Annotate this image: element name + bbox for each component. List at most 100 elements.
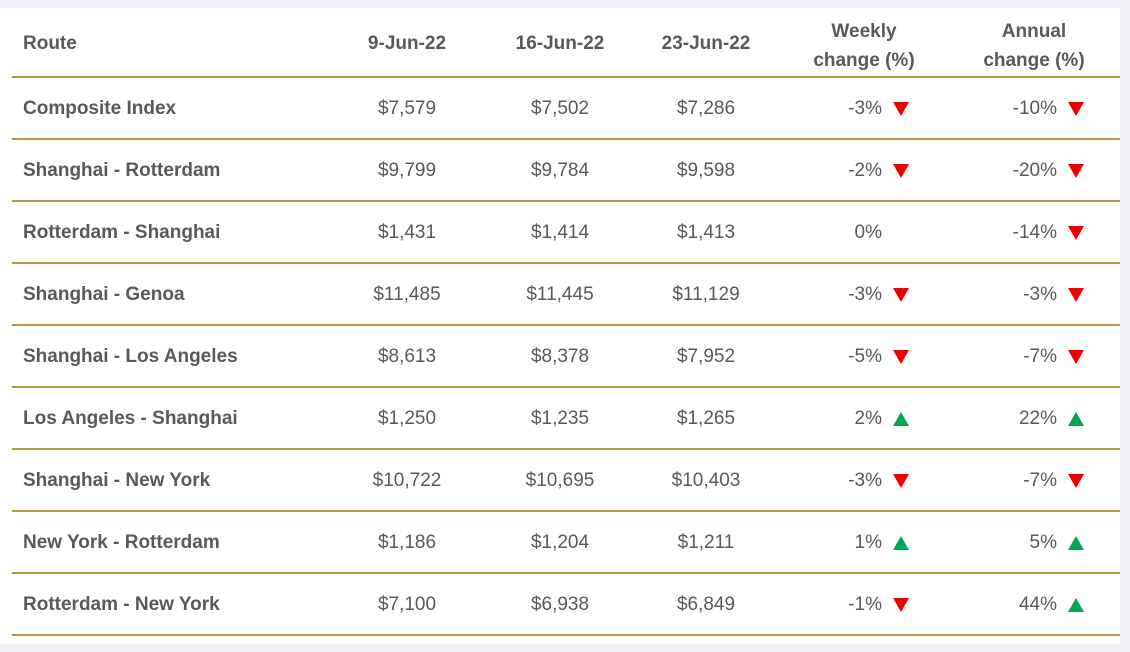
price-cell: $1,265	[676, 408, 736, 429]
change-cell: -7%	[1023, 470, 1057, 491]
row-rule	[12, 138, 1120, 140]
arrow-shape	[1068, 288, 1084, 302]
arrow-shape	[1068, 474, 1084, 488]
price-cell: $8,378	[530, 346, 590, 367]
change-cell: -20%	[1012, 160, 1057, 181]
price-cell: $11,129	[672, 284, 740, 305]
row-rule	[12, 572, 1120, 574]
change-cell: 5%	[1029, 532, 1057, 553]
price-cell: $1,186	[377, 532, 437, 553]
change-cell: -5%	[848, 346, 882, 367]
price-cell: $9,598	[676, 160, 736, 181]
down-arrow	[893, 350, 909, 364]
route-name: New York - Rotterdam	[23, 532, 220, 553]
change-cell: -3%	[1023, 284, 1057, 305]
price-cell: $1,211	[677, 532, 735, 553]
down-arrow	[1068, 102, 1084, 116]
change-cell: 44%	[1018, 594, 1057, 615]
arrow-shape	[893, 288, 909, 302]
header-cell: 23-Jun-22	[661, 33, 751, 54]
arrow-shape	[1068, 536, 1084, 550]
down-arrow	[893, 164, 909, 178]
arrow-shape	[1068, 598, 1084, 612]
header-cell: Route	[23, 33, 77, 54]
change-cell: 2%	[854, 408, 882, 429]
route-name: Rotterdam - Shanghai	[23, 222, 221, 243]
price-cell: $1,204	[530, 532, 590, 553]
row-rule	[12, 386, 1120, 388]
change-cell: 0%	[854, 222, 882, 243]
change-cell: -10%	[1012, 98, 1057, 119]
row-rule	[12, 262, 1120, 264]
arrow-shape	[1068, 164, 1084, 178]
header-cell: Annual change (%)	[983, 21, 1085, 71]
up-arrow	[1068, 598, 1084, 612]
row-rule	[12, 200, 1120, 202]
route-name: Shanghai - Rotterdam	[23, 160, 221, 181]
change-cell: -3%	[848, 98, 882, 119]
price-cell: $1,235	[530, 408, 590, 429]
change-cell: -3%	[848, 470, 882, 491]
down-arrow	[1068, 350, 1084, 364]
arrow-shape	[1068, 226, 1084, 240]
down-arrow	[893, 598, 909, 612]
change-cell: -7%	[1023, 346, 1057, 367]
down-arrow	[1068, 474, 1084, 488]
price-cell: $11,485	[373, 284, 441, 305]
price-cell: $1,431	[377, 222, 437, 243]
price-cell: $7,952	[676, 346, 736, 367]
up-arrow	[1068, 536, 1084, 550]
header-cell: Weekly change (%)	[813, 21, 915, 71]
price-cell: $1,250	[377, 408, 437, 429]
arrow-shape	[893, 412, 909, 426]
change-cell: 22%	[1018, 408, 1057, 429]
down-arrow	[1068, 226, 1084, 240]
row-rule	[12, 324, 1120, 326]
down-arrow	[1068, 288, 1084, 302]
up-arrow	[893, 412, 909, 426]
arrow-shape	[1068, 350, 1084, 364]
price-cell: $1,414	[530, 222, 590, 243]
arrow-shape	[893, 598, 909, 612]
arrow-shape	[893, 536, 909, 550]
price-cell: $8,613	[377, 346, 437, 367]
table-panel: Route 9-Jun-22 16-Jun-22 23-Jun-22 Weekly ch…	[0, 8, 1120, 644]
change-cell: 1%	[854, 532, 882, 553]
price-cell: $11,445	[526, 284, 594, 305]
arrow-shape	[1068, 412, 1084, 426]
price-cell: $9,784	[530, 160, 590, 181]
row-rule	[12, 510, 1120, 512]
down-arrow	[893, 102, 909, 116]
up-arrow	[1068, 412, 1084, 426]
price-cell: $10,695	[525, 470, 595, 491]
route-name: Shanghai - Los Angeles	[23, 346, 238, 367]
route-name: Composite Index	[23, 98, 177, 119]
price-cell: $7,579	[377, 98, 437, 119]
price-cell: $10,722	[372, 470, 442, 491]
arrow-shape	[893, 164, 909, 178]
price-cell: $7,286	[676, 98, 736, 119]
route-name: Shanghai - Genoa	[23, 284, 185, 305]
arrow-shape	[1068, 102, 1084, 116]
row-rule	[12, 634, 1120, 636]
price-cell: $10,403	[671, 470, 741, 491]
arrow-shape	[893, 102, 909, 116]
price-cell: $7,502	[530, 98, 590, 119]
route-name: Rotterdam - New York	[23, 594, 220, 615]
header-cell: 16-Jun-22	[515, 33, 605, 54]
down-arrow	[1068, 164, 1084, 178]
header-cell: 9-Jun-22	[367, 33, 447, 54]
down-arrow	[893, 288, 909, 302]
arrow-shape	[893, 350, 909, 364]
change-cell: -2%	[848, 160, 882, 181]
price-cell: $6,849	[676, 594, 736, 615]
price-cell: $7,100	[377, 594, 437, 615]
header-rule	[12, 76, 1120, 78]
change-cell: -1%	[848, 594, 882, 615]
route-name: Los Angeles - Shanghai	[23, 408, 238, 429]
up-arrow	[893, 536, 909, 550]
price-cell: $6,938	[530, 594, 590, 615]
route-name: Shanghai - New York	[23, 470, 211, 491]
row-rule	[12, 448, 1120, 450]
